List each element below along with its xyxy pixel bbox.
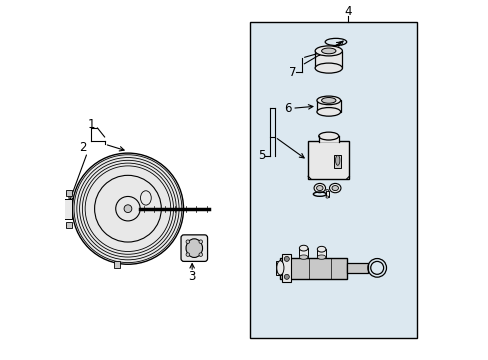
Ellipse shape	[140, 191, 151, 205]
Text: 3: 3	[188, 270, 195, 283]
Ellipse shape	[325, 189, 328, 192]
Bar	[307, 141, 349, 179]
Text: 7: 7	[288, 66, 296, 79]
Bar	[249, 22, 416, 338]
Bar	[317, 249, 325, 257]
Ellipse shape	[325, 196, 328, 198]
Bar	[316, 100, 340, 112]
Bar	[325, 190, 328, 197]
Ellipse shape	[284, 256, 289, 261]
Ellipse shape	[316, 96, 340, 105]
Ellipse shape	[317, 255, 325, 259]
Ellipse shape	[314, 46, 342, 56]
FancyBboxPatch shape	[181, 235, 207, 261]
Ellipse shape	[124, 205, 132, 212]
Ellipse shape	[335, 155, 339, 165]
Ellipse shape	[185, 240, 189, 243]
Text: 4: 4	[344, 5, 351, 18]
Ellipse shape	[199, 240, 202, 243]
Ellipse shape	[313, 183, 325, 193]
Bar	[113, 261, 120, 268]
Ellipse shape	[321, 98, 335, 103]
Bar	[299, 248, 307, 257]
Ellipse shape	[284, 274, 289, 279]
Text: 1: 1	[87, 118, 95, 131]
Ellipse shape	[299, 255, 307, 259]
Ellipse shape	[185, 253, 189, 256]
Ellipse shape	[314, 63, 342, 73]
Ellipse shape	[94, 175, 161, 242]
Ellipse shape	[72, 153, 183, 264]
Ellipse shape	[116, 197, 140, 221]
Text: 6: 6	[283, 102, 291, 115]
Bar	[333, 154, 341, 168]
Ellipse shape	[199, 253, 202, 256]
Bar	[318, 136, 338, 142]
Ellipse shape	[329, 183, 340, 193]
Bar	[66, 222, 72, 228]
Ellipse shape	[316, 185, 323, 190]
Ellipse shape	[185, 239, 202, 257]
Bar	[63, 199, 72, 219]
Bar	[66, 190, 72, 196]
Bar	[280, 258, 346, 279]
Ellipse shape	[276, 261, 284, 275]
Bar	[314, 51, 342, 68]
Bar	[276, 261, 281, 275]
Text: 5: 5	[258, 149, 265, 162]
Ellipse shape	[316, 108, 340, 116]
Ellipse shape	[317, 246, 325, 252]
Ellipse shape	[299, 245, 307, 251]
Ellipse shape	[321, 48, 335, 54]
Ellipse shape	[318, 132, 338, 140]
Text: 2: 2	[79, 141, 86, 154]
Ellipse shape	[331, 185, 338, 190]
Bar	[282, 254, 290, 282]
Bar	[346, 263, 367, 273]
